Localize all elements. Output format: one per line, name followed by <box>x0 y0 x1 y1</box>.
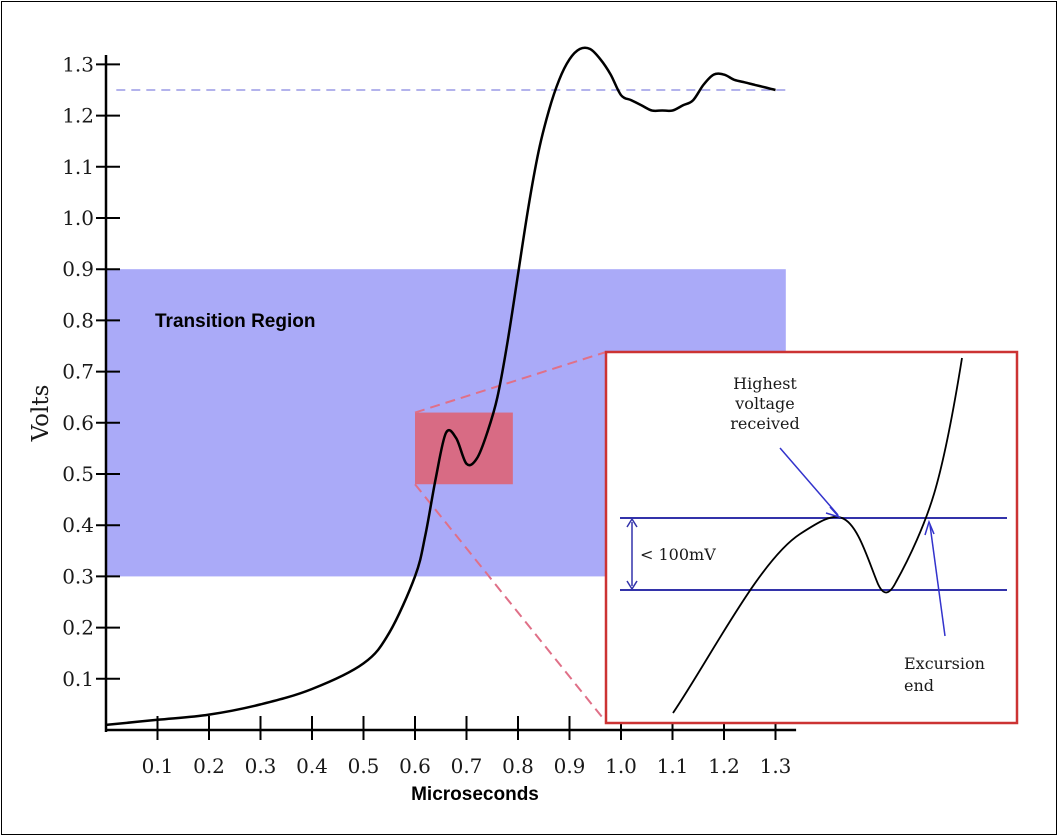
inset-annotation-excursion-arrow <box>929 524 946 637</box>
x-tick-label: 0.2 <box>193 754 225 778</box>
y-tick-label: 0.6 <box>62 411 94 435</box>
x-tick-label: 0.8 <box>502 754 534 778</box>
x-tick-label: 0.9 <box>554 754 586 778</box>
zoom-connector-bottom <box>414 483 607 723</box>
inset-annotation-highest-line: received <box>730 414 799 433</box>
inset-annotation-excursion-arrowhead <box>924 519 935 536</box>
x-tick-label: 1.1 <box>657 754 689 778</box>
zoom-region-box <box>415 412 513 485</box>
y-tick-label: 0.3 <box>62 564 94 588</box>
y-tick-label: 1.3 <box>62 52 94 76</box>
inset-arrow-head-down <box>626 580 638 591</box>
x-axis-title: Microseconds <box>411 784 539 805</box>
x-tick-label: 0.7 <box>451 754 483 778</box>
y-axis-title: Volts <box>28 385 54 443</box>
x-tick-label: 1.3 <box>760 754 792 778</box>
y-tick-label: 0.5 <box>62 462 94 486</box>
inset-curve <box>672 357 963 714</box>
y-tick-label: 1.2 <box>62 104 94 128</box>
zoom-connector-top <box>414 351 607 414</box>
y-tick-label: 0.7 <box>62 360 94 384</box>
x-tick-label: 0.1 <box>142 754 174 778</box>
y-tick-label: 0.1 <box>62 667 94 691</box>
inset-arrow-head-up <box>626 517 638 528</box>
x-tick-label: 0.5 <box>348 754 380 778</box>
x-tick-label: 0.4 <box>296 754 328 778</box>
y-tick-label: 1.0 <box>62 206 94 230</box>
inset-panel <box>604 350 1019 725</box>
x-tick-label: 1.0 <box>605 754 637 778</box>
transition-region-label: Transition Region <box>155 311 315 332</box>
y-tick-label: 0.4 <box>62 513 94 537</box>
y-tick-label: 1.1 <box>62 155 94 179</box>
x-tick-label: 0.3 <box>245 754 277 778</box>
voltage-curve <box>105 46 776 727</box>
y-tick-label: 0.2 <box>62 616 94 640</box>
inset-threshold-label: < 100mV <box>640 545 716 564</box>
y-tick-label: 0.9 <box>62 257 94 281</box>
inset-annotation-highest-arrowhead <box>825 506 842 519</box>
x-tick-label: 1.2 <box>708 754 740 778</box>
inset-annotation-excursion-line: end <box>904 676 934 695</box>
inset-annotation-highest-arrow <box>779 447 839 516</box>
inset-annotation-highest-line: Highest <box>733 374 797 393</box>
y-tick-label: 0.8 <box>62 308 94 332</box>
inset-annotation-excursion-line: Excursion <box>904 654 985 673</box>
x-tick-label: 0.6 <box>399 754 431 778</box>
inset-annotation-highest-line: voltage <box>734 394 794 413</box>
